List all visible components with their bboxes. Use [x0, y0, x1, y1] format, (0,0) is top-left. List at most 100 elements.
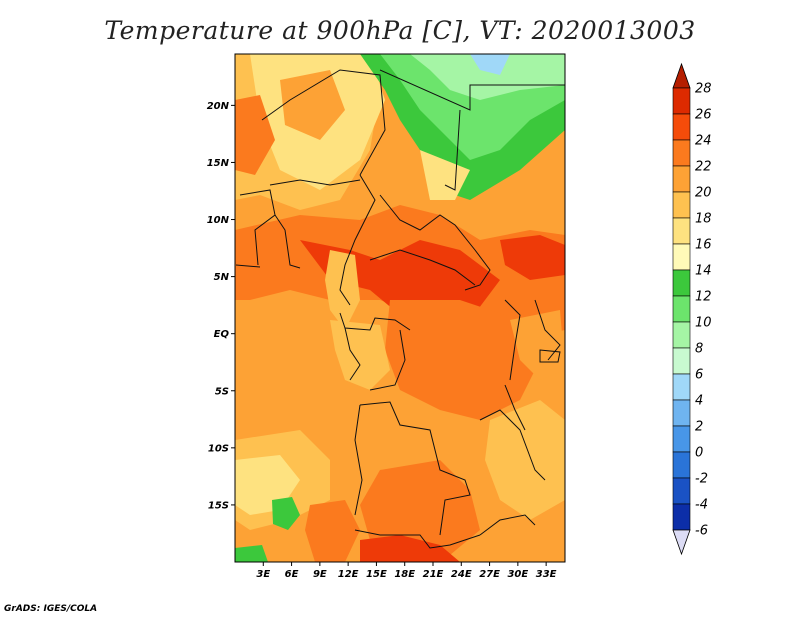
colorbar-level-label: 12 — [695, 290, 712, 305]
field-zone-congo-warm — [385, 300, 540, 420]
colorbar-level-label: 28 — [695, 82, 712, 97]
colorbar-swatch — [672, 347, 691, 375]
colorbar-level-label: 4 — [695, 394, 703, 409]
border-line — [534, 299, 561, 361]
country-borders — [235, 69, 565, 549]
lon-tick-label: 12E — [338, 569, 359, 580]
border-line — [369, 329, 406, 391]
border-line — [504, 299, 521, 381]
field-zone-cameroon-cool — [325, 250, 360, 330]
lat-tick-label: EQ — [214, 329, 230, 340]
colorbar-swatch — [672, 295, 691, 323]
colorbar-swatch — [672, 321, 691, 349]
field-zone-south-hot — [360, 535, 460, 562]
colorbar-swatch — [672, 373, 691, 401]
map-title: Temperature at 900hPa [C], VT: 202001300… — [104, 16, 696, 45]
lat-tick-label: 20N — [207, 101, 230, 112]
colorbar-swatch — [672, 165, 691, 193]
lon-tick-label: 3E — [256, 569, 270, 580]
colorbar-level-label: 24 — [695, 134, 712, 149]
border-line — [359, 401, 471, 536]
grads-credit: GrADS: IGES/COLA — [4, 604, 98, 614]
border-line — [379, 194, 491, 291]
border-line — [479, 514, 536, 536]
colorbar-level-label: 10 — [695, 316, 712, 331]
lon-tick-label: 6E — [285, 569, 299, 580]
lon-tick-label: 27E — [479, 569, 500, 580]
colorbar-level-label: 2 — [695, 420, 703, 435]
field-zone-northeast-coldest — [470, 54, 510, 75]
lon-tick-label: 15E — [366, 569, 387, 580]
colorbar-level-label: 0 — [695, 446, 703, 461]
colorbar-swatch — [672, 113, 691, 141]
border-line — [344, 327, 361, 381]
lat-tick-label: 15N — [207, 158, 230, 169]
colorbar-swatch — [672, 139, 691, 167]
lat-tick-label: 5N — [214, 272, 230, 283]
border-line — [444, 109, 461, 191]
colorbar-level-label: 26 — [695, 108, 712, 123]
border-line — [339, 174, 376, 306]
colorbar-swatch — [672, 399, 691, 427]
field-zone-northeast-cold — [410, 54, 565, 100]
lon-tick-label: 18E — [394, 569, 415, 580]
colorbar-swatch — [672, 269, 691, 297]
lat-tick-label: 5S — [215, 386, 229, 397]
border-line — [261, 69, 386, 176]
map-frame — [234, 53, 566, 563]
lat-tick-label: 10S — [208, 443, 229, 454]
colorbar-level-label: 16 — [695, 238, 712, 253]
colorbar-arrow-bottom — [672, 529, 691, 556]
colorbar-level-label: -6 — [695, 524, 708, 539]
lat-tick-label: 10N — [207, 215, 230, 226]
field-zone-sudan-pale — [420, 150, 470, 200]
border-line — [339, 312, 411, 331]
colorbar-level-label: 22 — [695, 160, 712, 175]
temperature-field — [235, 54, 565, 562]
colorbar-swatch — [672, 503, 691, 531]
colorbar-swatch — [672, 477, 691, 505]
border-line — [379, 69, 565, 111]
colorbar-swatch — [672, 191, 691, 219]
colorbar-level-label: 6 — [695, 368, 703, 383]
colorbar-swatch — [672, 425, 691, 453]
border-line — [235, 264, 261, 268]
lat-tick-label: 15S — [208, 500, 229, 511]
colorbar-arrow-top — [672, 62, 691, 89]
latitude-axis: 20N 15N 10N 5N EQ 5S 10S 15S — [207, 101, 235, 511]
border-line — [539, 349, 561, 363]
colorbar-level-label: 14 — [695, 264, 712, 279]
field-zone-gabon-cool — [330, 320, 390, 390]
colorbar-level-label: -2 — [695, 472, 708, 487]
border-line — [354, 529, 481, 549]
field-zone-angola-warm — [305, 500, 360, 562]
border-line — [274, 214, 301, 269]
lon-tick-label: 33E — [536, 569, 557, 580]
lon-tick-label: 30E — [507, 569, 528, 580]
border-line — [479, 409, 546, 481]
colorbar-level-label: 20 — [695, 186, 712, 201]
lon-tick-label: 9E — [313, 569, 327, 580]
field-zone-hot-core-east — [500, 235, 565, 280]
border-line — [504, 384, 526, 431]
lon-tick-label: 24E — [451, 569, 472, 580]
field-zone-north-warm — [280, 70, 345, 140]
field-zone-south-green — [235, 545, 268, 562]
border-line — [369, 249, 476, 286]
colorbar-swatch — [672, 87, 691, 115]
longitude-axis: 3E 6E 9E 12E 15E 18E 21E 24E 27E 30E 33E — [256, 562, 557, 580]
colorbar-swatch — [672, 451, 691, 479]
colorbar-level-label: 18 — [695, 212, 712, 227]
colorbar-level-label: 8 — [695, 342, 703, 357]
border-line — [354, 404, 363, 516]
colorbar-level-label: -4 — [695, 498, 708, 513]
border-line — [269, 179, 361, 186]
field-zone-north-warm — [235, 95, 275, 175]
field-zone-south-green — [272, 497, 300, 530]
colorbar-swatch — [672, 217, 691, 245]
colorbar-swatch — [672, 243, 691, 271]
field-zone-east-cool — [485, 400, 565, 520]
lon-tick-label: 21E — [423, 569, 444, 580]
